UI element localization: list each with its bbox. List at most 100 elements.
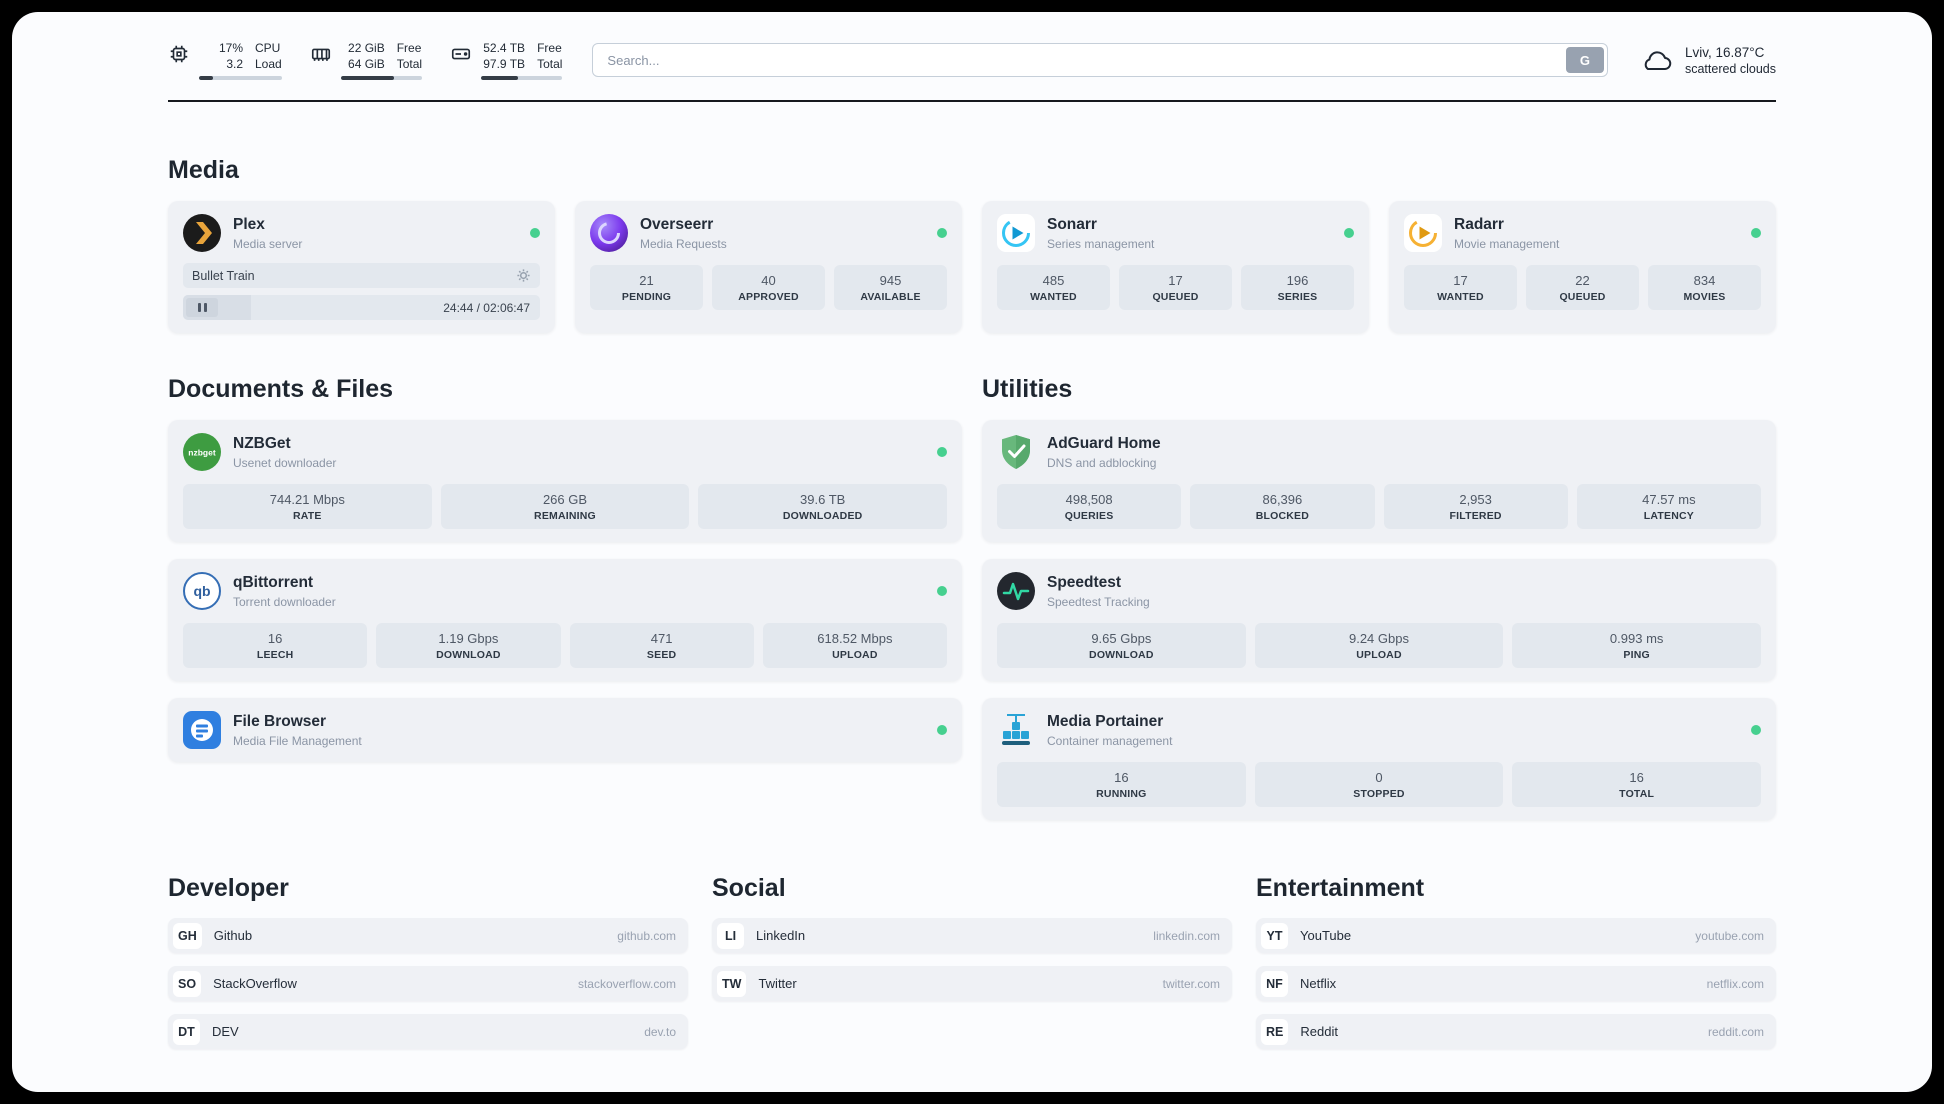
top-bar: 17% 3.2 CPU Load: [168, 40, 1776, 81]
app-card-sonarr[interactable]: Sonarr Series management 485 WANTED 17 QUE…: [982, 201, 1369, 334]
search-engine-button[interactable]: G: [1565, 47, 1604, 74]
app-card-filebrowser[interactable]: File Browser Media File Management: [168, 698, 962, 763]
app-card-nzbget[interactable]: nzbget NZBGet Usenet downloader 744.21 M…: [168, 420, 962, 543]
section-documents: Documents & Files nzbget NZBGet Usenet d…: [168, 375, 962, 763]
ram-widget: 22 GiB 64 GiB Free Total: [310, 40, 423, 81]
ram-icon: [310, 43, 332, 65]
cpu-usage-value: 17%: [218, 41, 243, 55]
stat-filtered: 2,953 FILTERED: [1383, 484, 1568, 530]
link-url: github.com: [617, 928, 676, 943]
status-dot: [937, 725, 947, 736]
app-name: qBittorrent: [233, 573, 314, 591]
overseerr-icon: [590, 214, 628, 253]
svg-text:qb: qb: [193, 583, 210, 599]
playback-progress-bar: 24:44 / 02:06:47: [183, 295, 540, 321]
gear-icon[interactable]: [516, 268, 531, 283]
status-dot: [1751, 228, 1761, 239]
disk-total-value: 97.9 TB: [483, 57, 526, 72]
app-name: Plex: [233, 215, 265, 233]
link-url: netflix.com: [1706, 976, 1764, 991]
app-name: AdGuard Home: [1047, 434, 1161, 452]
link-github[interactable]: GH Github github.com: [168, 918, 688, 954]
disk-free-value: 52.4 TB: [483, 41, 526, 55]
link-url: stackoverflow.com: [577, 976, 676, 991]
dashboard-page: 17% 3.2 CPU Load: [12, 12, 1932, 1092]
stat-latency: 47.57 ms LATENCY: [1576, 484, 1761, 530]
ram-free-value: 22 GiB: [348, 41, 385, 55]
link-name: StackOverflow: [213, 976, 297, 992]
weather-condition: scattered clouds: [1684, 61, 1776, 76]
app-card-adguard[interactable]: AdGuard Home DNS and adblocking 498,508 Q…: [982, 420, 1776, 543]
link-name: Github: [213, 928, 253, 944]
stat-blocked: 86,396 BLOCKED: [1190, 484, 1375, 530]
stat-available: 945 AVAILABLE: [834, 265, 947, 311]
link-name: DEV: [212, 1024, 239, 1040]
link-url: linkedin.com: [1153, 928, 1220, 943]
plex-icon: [183, 214, 221, 253]
stat-stopped: 0 STOPPED: [1254, 762, 1504, 808]
link-name: YouTube: [1300, 928, 1352, 944]
link-netflix[interactable]: NF Netflix netflix.com: [1256, 966, 1776, 1002]
qbittorrent-icon: qb: [183, 572, 221, 611]
speedtest-icon: [997, 572, 1035, 611]
app-name: Speedtest: [1047, 573, 1122, 591]
link-name: Reddit: [1300, 1024, 1338, 1040]
section-title-entertainment: Entertainment: [1256, 874, 1425, 903]
link-abbr: LI: [717, 922, 744, 949]
cpu-label: CPU: [255, 41, 281, 55]
link-abbr: RE: [1261, 1018, 1289, 1045]
search-input[interactable]: [592, 43, 1608, 78]
stat-movies: 834 MOVIES: [1648, 265, 1761, 311]
now-playing-bar: Bullet Train: [183, 263, 540, 289]
portainer-icon: [997, 711, 1035, 749]
app-card-plex[interactable]: Plex Media server Bullet Train: [168, 201, 555, 334]
link-dev[interactable]: DT DEV dev.to: [168, 1014, 688, 1050]
app-card-speedtest[interactable]: Speedtest Speedtest Tracking 9.65 Gbps DO…: [982, 559, 1776, 682]
stat-queries: 498,508 QUERIES: [997, 484, 1182, 530]
cloud-icon: [1638, 45, 1674, 75]
link-twitter[interactable]: TW Twitter twitter.com: [712, 966, 1232, 1002]
cpu-icon: [168, 43, 190, 65]
cpu-load-value: 3.2: [226, 57, 243, 72]
app-name: Radarr: [1454, 215, 1504, 233]
ram-total-label: Total: [396, 57, 423, 72]
filebrowser-icon: [183, 711, 221, 750]
stat-total: 16 TOTAL: [1512, 762, 1761, 808]
app-card-portainer[interactable]: Media Portainer Container management 16 R…: [982, 698, 1776, 821]
stat-wanted: 17 WANTED: [1404, 265, 1517, 311]
stat-downloaded: 39.6 TB DOWNLOADED: [698, 484, 947, 530]
section-utilities: Utilities AdGuard Home DNS and adblockin…: [982, 375, 1776, 821]
stat-ping: 0.993 ms PING: [1512, 623, 1761, 669]
section-title-utilities: Utilities: [982, 375, 1073, 404]
link-url: twitter.com: [1162, 976, 1220, 991]
stat-series: 196 SERIES: [1241, 265, 1354, 311]
ram-total-value: 64 GiB: [348, 57, 385, 72]
link-youtube[interactable]: YT YouTube youtube.com: [1256, 918, 1776, 954]
disk-total-label: Total: [537, 57, 563, 72]
app-name: Media Portainer: [1047, 712, 1164, 730]
link-linkedin[interactable]: LI LinkedIn linkedin.com: [712, 918, 1232, 954]
app-subtitle: Media server: [233, 236, 303, 251]
stat-download: 9.65 Gbps DOWNLOAD: [997, 623, 1246, 669]
section-developer: Developer GH Github github.com SO StackO…: [168, 874, 688, 1050]
app-card-overseerr[interactable]: Overseerr Media Requests 21 PENDING 40 APP…: [575, 201, 962, 334]
system-stats: 17% 3.2 CPU Load: [168, 40, 563, 81]
link-name: LinkedIn: [756, 928, 806, 944]
cpu-load-label: Load: [255, 57, 282, 72]
link-stackoverflow[interactable]: SO StackOverflow stackoverflow.com: [168, 966, 688, 1002]
link-abbr: DT: [173, 1018, 200, 1045]
svg-text:nzbget: nzbget: [188, 448, 216, 458]
link-url: youtube.com: [1695, 928, 1764, 943]
link-url: dev.to: [644, 1024, 676, 1039]
app-card-radarr[interactable]: Radarr Movie management 17 WANTED 22 QUEUE…: [1389, 201, 1776, 334]
radarr-icon: [1404, 214, 1442, 253]
link-abbr: TW: [717, 970, 747, 997]
app-subtitle: Torrent downloader: [233, 594, 336, 609]
pause-button[interactable]: [186, 298, 218, 318]
link-reddit[interactable]: RE Reddit reddit.com: [1256, 1014, 1776, 1050]
app-subtitle: Media File Management: [233, 733, 362, 748]
status-dot: [937, 586, 947, 597]
link-abbr: GH: [173, 922, 202, 949]
app-card-qbittorrent[interactable]: qb qBittorrent Torrent downloader 16 LEEC…: [168, 559, 962, 682]
section-title-documents: Documents & Files: [168, 375, 394, 404]
